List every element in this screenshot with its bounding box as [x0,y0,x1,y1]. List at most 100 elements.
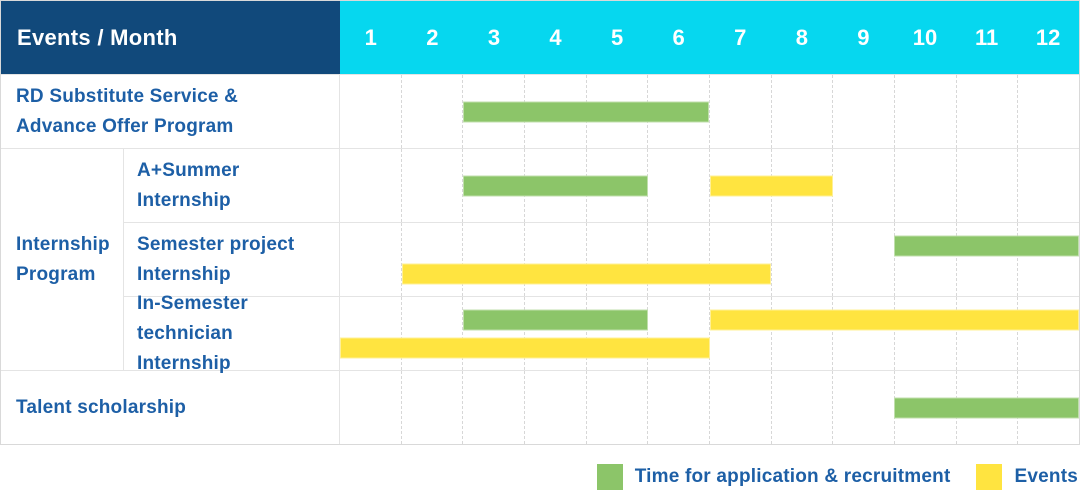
month-grid-cell [894,149,956,222]
month-grid-cell [400,75,463,148]
table-header-row: Events / Month 1 2 3 4 5 6 7 8 9 10 11 12 [1,1,1079,74]
month-grid-cell [647,223,709,296]
month-grid-cell [340,297,401,370]
month-grid-cell [340,371,401,444]
month-grid-cell [1017,149,1079,222]
month-grid-cell [709,371,771,444]
legend-swatch-events [976,464,1003,490]
month-grid-cell [585,223,648,296]
month-grid-cell [894,223,956,296]
month-grid-cell [1017,223,1079,296]
month-grid-cell [524,223,586,296]
label-line: RD Substitute Service & [16,85,239,107]
month-grid-cell [400,371,463,444]
month-header-1: 1 [364,24,377,50]
month-grid-cell [832,149,894,222]
month-header-12: 12 [1035,24,1061,50]
row-label-semester-project-internship: Semester project Internship [124,223,340,296]
label-line: In-Semester [137,292,248,314]
events-bar [709,309,1079,331]
month-grid-cell [647,297,709,370]
label-line: Semester project [137,233,295,255]
month-grid-cell [832,297,894,370]
month-grid-cell [894,75,956,148]
application-recruitment-bar [894,235,1079,257]
event-row-semester-project-internship: Semester project Internship [124,222,1079,296]
month-grid-cell [647,149,709,222]
month-grid-cell [955,223,1018,296]
month-grid-cell [400,149,463,222]
label-line: Internship [137,189,231,211]
row-label-rd-substitute-advance-offer: RD Substitute Service & Advance Offer Pro… [1,75,340,148]
month-grid-cell [524,297,586,370]
month-grid-cell [400,223,463,296]
label-line: Program [16,263,96,285]
month-grid-cell [709,223,771,296]
month-grid-cell [709,75,771,148]
legend-label-application: Time for application & recruitment [634,466,951,487]
legend-item-events: Events [976,464,1078,490]
month-grid-cell [462,149,524,222]
legend: Time for application & recruitment Events [596,464,1078,490]
month-grid-cell [585,297,648,370]
month-grid-cell [585,371,648,444]
events-bar [709,175,833,196]
application-recruitment-bar [463,101,710,122]
timeline-area [340,371,1079,444]
month-grid-cell [462,75,524,148]
month-grid-cell [1017,297,1079,370]
month-grid-cell [462,223,524,296]
table-body: RD Substitute Service & Advance Offer Pro… [1,74,1079,444]
row-label-talent-scholarship: Talent scholarship [1,371,340,444]
month-header-3: 3 [487,24,501,50]
month-grid-cell [340,75,401,148]
event-row-in-semester-technician-internship: In-Semester technician Internship [124,293,1079,374]
month-grid-cell [462,297,524,370]
row-label-a-plus-summer-internship: A+Summer Internship [124,149,340,222]
month-grid-cell [832,223,894,296]
month-header-7: 7 [734,24,747,50]
month-grid-cell [1017,75,1079,148]
month-grid-cell [340,149,401,222]
month-grid-cell [524,371,586,444]
month-grid-cell [770,371,833,444]
application-recruitment-bar [463,175,648,196]
month-grid-cell [955,149,1018,222]
timeline-area [340,149,1079,222]
month-header-6: 6 [672,24,685,50]
month-grid-cell [832,371,894,444]
month-header-10: 10 [912,24,938,50]
month-grid-cell [955,297,1018,370]
label-line: Internship [137,263,231,285]
month-grid-cell [462,371,524,444]
label-line: A+Summer [137,159,240,181]
month-grid-cell [832,75,894,148]
month-grid-cell [955,75,1018,148]
legend-label-events: Events [1014,466,1078,487]
month-grid-cell [340,223,401,296]
legend-swatch-application [596,464,623,490]
month-grid-cell [770,223,833,296]
group-rows-internship-program: A+Summer Internship Semester project Intern… [124,149,1079,374]
label-line: Internship [16,233,110,255]
application-recruitment-bar [894,397,1079,418]
month-grid-cell [400,297,463,370]
timeline-area [340,297,1079,370]
month-header-9: 9 [857,24,870,50]
label-line: Talent scholarship [16,396,187,418]
month-header-strip: 1 2 3 4 5 6 7 8 9 10 11 12 [340,1,1079,74]
events-bar [401,263,772,285]
month-grid-cell [647,371,709,444]
events-month-table: Events / Month 1 2 3 4 5 6 7 8 9 10 11 12 RD Substi… [0,0,1080,445]
timeline-area [340,75,1079,148]
month-header-2: 2 [426,24,439,50]
month-header-8: 8 [795,24,808,50]
header-events-month-label: Events / Month [1,1,340,74]
label-line: technician Internship [137,322,233,374]
month-grid-cell [770,75,833,148]
application-recruitment-bar [463,309,648,331]
month-grid-cell [894,297,956,370]
timeline-area [340,223,1079,296]
group-internship-program: Internship Program A+Summer Internship Semes… [1,148,1079,374]
